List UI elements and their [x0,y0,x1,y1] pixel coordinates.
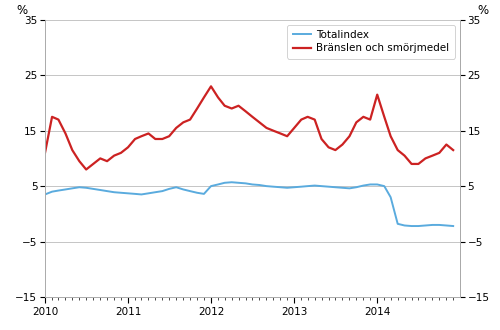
Text: %: % [16,4,28,17]
Legend: Totalindex, Bränslen och smörjmedel: Totalindex, Bränslen och smörjmedel [288,25,455,58]
Text: %: % [478,4,488,17]
